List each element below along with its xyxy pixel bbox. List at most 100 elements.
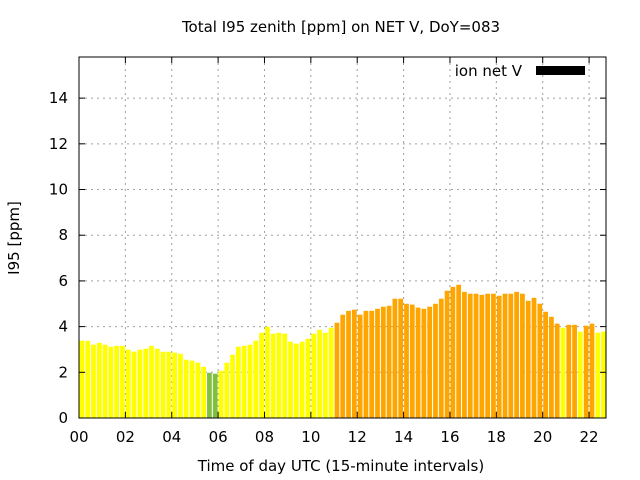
bar <box>346 310 351 418</box>
bar <box>398 298 404 418</box>
bar <box>351 309 357 418</box>
bar <box>572 324 577 418</box>
bar <box>450 286 456 418</box>
bar <box>102 344 108 418</box>
bar <box>178 353 183 418</box>
bar <box>438 298 444 418</box>
legend-label: ion net V <box>455 62 523 80</box>
bar <box>415 307 421 418</box>
bar <box>247 344 253 418</box>
bar <box>201 366 206 418</box>
bar <box>236 346 241 418</box>
bar <box>143 348 149 418</box>
bar <box>421 308 427 418</box>
bar <box>265 326 270 418</box>
y-tick-label: 2 <box>58 363 68 381</box>
bar <box>380 306 386 418</box>
bar <box>433 303 438 418</box>
y-tick-label: 14 <box>49 89 68 107</box>
bar <box>79 340 85 418</box>
bar <box>340 314 346 418</box>
bars <box>79 284 612 418</box>
bar <box>479 294 485 418</box>
x-tick-label: 08 <box>255 428 274 446</box>
bar <box>456 284 462 418</box>
bar <box>288 341 293 418</box>
bar <box>543 311 548 418</box>
bar <box>409 304 415 418</box>
bar <box>363 310 369 418</box>
bar <box>496 295 502 418</box>
bar <box>189 360 195 418</box>
bar <box>491 293 496 418</box>
bar <box>554 323 560 418</box>
legend: ion net V <box>455 62 585 80</box>
bar <box>114 345 120 418</box>
bar <box>317 329 322 418</box>
bar <box>508 293 514 418</box>
bar <box>485 293 491 418</box>
bar <box>218 370 224 418</box>
bar <box>241 345 247 418</box>
bar <box>137 349 143 418</box>
bar <box>467 293 473 418</box>
bar <box>293 343 299 418</box>
bar <box>125 349 131 418</box>
y-tick-label: 0 <box>58 409 68 427</box>
bar <box>595 332 601 418</box>
bar <box>207 372 212 418</box>
bar <box>334 322 340 418</box>
bar <box>195 362 201 418</box>
bar <box>120 345 125 418</box>
bar <box>578 331 583 418</box>
bar <box>328 327 334 418</box>
bar <box>160 351 166 418</box>
x-tick-label: 20 <box>533 428 552 446</box>
x-tick-label: 04 <box>162 428 181 446</box>
bar <box>375 308 380 418</box>
bar <box>502 293 508 418</box>
bar <box>392 298 398 418</box>
bar <box>537 303 543 418</box>
bar <box>305 338 311 418</box>
bar <box>601 331 606 418</box>
x-tick-label: 06 <box>209 428 228 446</box>
legend-swatch <box>536 66 585 75</box>
bar <box>566 324 572 418</box>
bar <box>154 348 160 418</box>
bar <box>589 323 595 418</box>
bar <box>531 297 537 418</box>
y-tick-label: 12 <box>49 135 68 153</box>
bar <box>607 335 612 418</box>
bar <box>172 352 178 418</box>
x-tick-label: 18 <box>487 428 506 446</box>
bar <box>108 346 114 418</box>
x-tick-label: 22 <box>580 428 599 446</box>
bar <box>299 341 305 418</box>
bar <box>322 332 328 418</box>
x-tick-label: 10 <box>301 428 320 446</box>
plot-frame <box>78 56 607 419</box>
bar <box>149 345 154 418</box>
bar <box>404 303 409 418</box>
bar <box>311 333 317 418</box>
x-tick-label: 16 <box>440 428 459 446</box>
bar <box>583 325 589 418</box>
x-tick-label: 00 <box>69 428 88 446</box>
bar <box>166 351 172 418</box>
y-tick-label: 8 <box>58 226 68 244</box>
bar <box>183 359 189 418</box>
x-tick-label: 14 <box>394 428 413 446</box>
y-tick-label: 10 <box>49 181 68 199</box>
bar <box>560 327 566 418</box>
bar <box>131 351 137 418</box>
bar <box>85 340 91 418</box>
bar <box>444 290 450 418</box>
bar <box>520 293 525 418</box>
bar <box>253 340 259 418</box>
bar <box>230 354 235 418</box>
bar <box>276 332 282 418</box>
x-tick-label: 02 <box>116 428 135 446</box>
